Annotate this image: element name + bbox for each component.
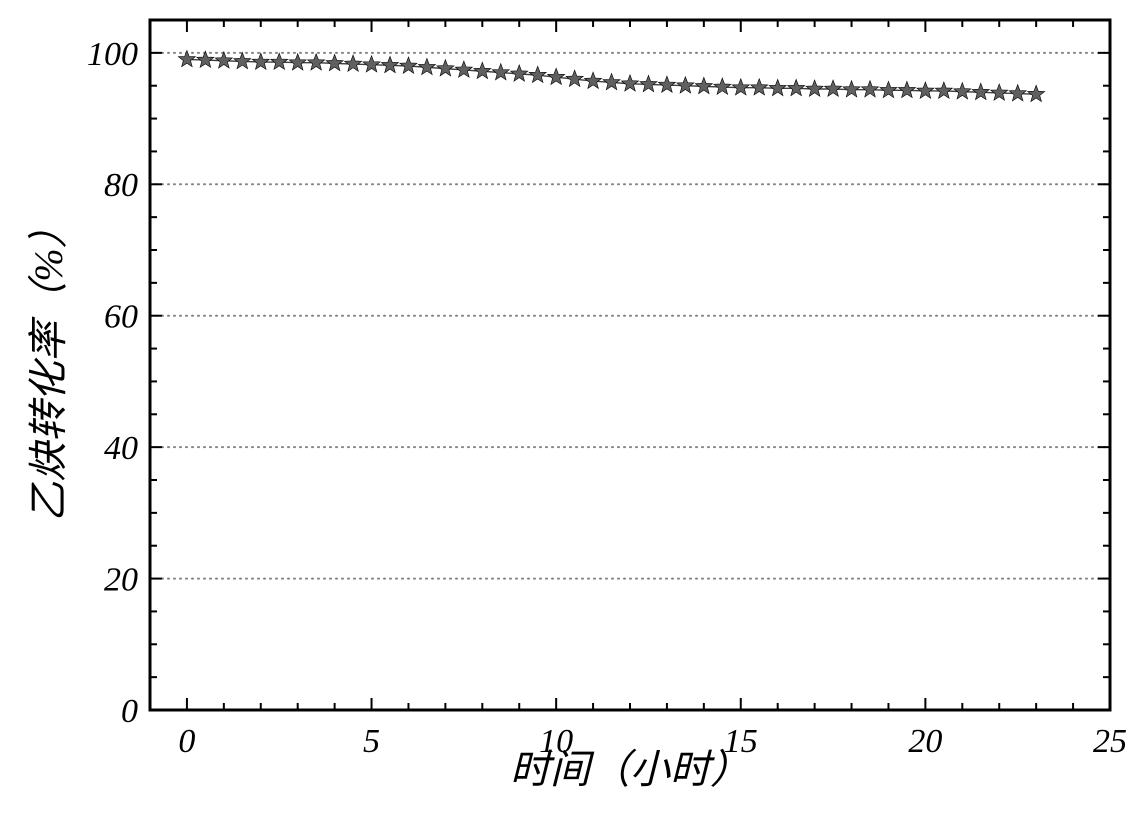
data-marker	[880, 81, 897, 97]
plot-frame	[150, 20, 1110, 710]
chart-container: 乙炔转化率（%） 时间（小时） 0510152025020406080100	[0, 0, 1133, 833]
y-tick-label: 80	[104, 167, 138, 204]
y-tick-label: 0	[121, 693, 138, 730]
data-marker	[603, 73, 620, 89]
data-marker	[418, 58, 435, 74]
data-marker	[548, 68, 565, 84]
data-marker	[400, 57, 417, 73]
x-tick-label: 25	[1093, 723, 1127, 760]
data-marker	[566, 70, 583, 86]
x-tick-label: 0	[178, 723, 195, 760]
data-marker	[345, 55, 362, 71]
data-marker	[363, 56, 380, 72]
data-marker	[326, 54, 343, 70]
data-marker	[714, 78, 731, 94]
x-tick-label: 15	[724, 723, 758, 760]
x-tick-label: 10	[539, 723, 573, 760]
y-tick-label: 100	[87, 36, 138, 73]
data-marker	[455, 61, 472, 77]
data-marker	[677, 77, 694, 93]
data-marker	[492, 64, 509, 80]
data-marker	[935, 82, 952, 98]
data-marker	[529, 66, 546, 82]
x-tick-label: 5	[363, 723, 380, 760]
y-tick-label: 40	[104, 430, 138, 467]
data-marker	[252, 53, 269, 69]
data-marker	[381, 56, 398, 72]
data-marker	[511, 65, 528, 81]
data-marker	[215, 52, 232, 68]
data-marker	[788, 79, 805, 95]
data-marker	[769, 79, 786, 95]
data-marker	[806, 80, 823, 96]
data-marker	[437, 60, 454, 76]
data-marker	[917, 82, 934, 98]
data-marker	[861, 81, 878, 97]
data-marker	[271, 53, 288, 69]
x-tick-label: 20	[908, 723, 942, 760]
data-marker	[751, 79, 768, 95]
data-marker	[991, 84, 1008, 100]
data-marker	[308, 54, 325, 70]
y-tick-label: 20	[104, 561, 138, 598]
data-marker	[1028, 85, 1045, 101]
data-marker	[898, 81, 915, 97]
plot-area: 0 5 10 15 20 25 0 20 40 60 80 100	[0, 0, 1133, 833]
data-marker	[732, 79, 749, 95]
data-marker	[825, 80, 842, 96]
data-marker	[843, 81, 860, 97]
data-marker	[585, 72, 602, 88]
data-marker	[474, 62, 491, 78]
data-marker	[972, 83, 989, 99]
data-marker	[621, 75, 638, 91]
data-marker	[1009, 85, 1026, 101]
data-marker	[954, 83, 971, 99]
data-marker	[695, 77, 712, 93]
data-marker	[658, 76, 675, 92]
data-marker	[289, 54, 306, 70]
data-marker	[640, 75, 657, 91]
data-marker	[234, 52, 251, 68]
y-tick-label: 60	[104, 299, 138, 336]
